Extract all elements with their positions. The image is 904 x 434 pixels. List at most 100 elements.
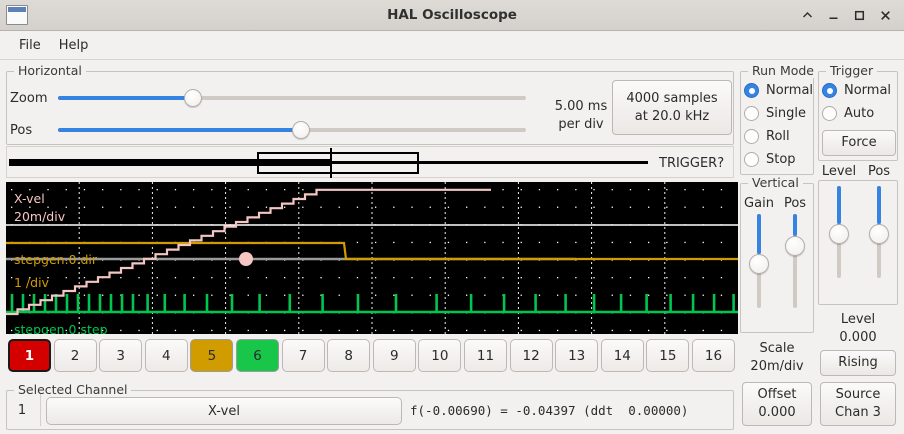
trigger-slider-area — [818, 180, 898, 305]
channel-button-label: 6 — [253, 347, 262, 364]
trigger-level-caption: Level — [840, 312, 876, 327]
run-mode-stop-label: Stop — [766, 152, 796, 167]
sample-rate-button[interactable]: 4000 samples at 20.0 kHz — [612, 80, 732, 135]
vertical-gain-slider[interactable] — [749, 214, 769, 308]
channel-button-3[interactable]: 3 — [99, 339, 143, 372]
zoom-slider[interactable] — [58, 89, 526, 107]
channel-button-label: 12 — [522, 347, 540, 364]
trigger-option-normal[interactable]: Normal — [822, 83, 891, 98]
vertical-group-title: Vertical — [748, 175, 803, 190]
channel-button-11[interactable]: 11 — [464, 339, 507, 372]
radio-stop-icon — [744, 152, 759, 167]
horizontal-group-title: Horizontal — [14, 63, 86, 78]
channel-button-label: 4 — [162, 347, 171, 364]
close-button[interactable] — [879, 9, 892, 22]
run-mode-normal-label: Normal — [766, 83, 814, 98]
radio-roll-icon — [744, 129, 759, 144]
channel-button-1[interactable]: 1 — [8, 339, 51, 372]
maximize-button[interactable] — [853, 9, 866, 22]
menu-item-file[interactable]: File — [19, 37, 41, 53]
trigger-auto-label: Auto — [844, 106, 875, 121]
run-mode-option-single[interactable]: Single — [744, 106, 806, 121]
channel-button-12[interactable]: 12 — [509, 339, 553, 372]
trigger-normal-label: Normal — [844, 83, 892, 98]
horizontal-position-strip[interactable]: TRIGGER? — [6, 146, 734, 178]
trigger-edge-button[interactable]: Rising — [820, 350, 896, 376]
channel-button-label: 16 — [704, 347, 723, 364]
trigger-level-slider-label: Level — [821, 164, 857, 179]
position-strip-window[interactable] — [257, 152, 419, 174]
vertical-gain-label: Gain — [744, 196, 774, 211]
channel-button-label: 13 — [568, 347, 586, 364]
zoom-slider-row: Zoom — [10, 89, 530, 107]
channel-button-label: 7 — [298, 347, 308, 364]
vertical-scale-readout: Scale 20m/div — [742, 340, 812, 375]
channel-button-label: 1 — [24, 347, 35, 364]
title-bar: HAL Oscilloscope — [0, 0, 904, 31]
channel-button-8[interactable]: 8 — [327, 339, 371, 372]
channel-button-13[interactable]: 13 — [555, 339, 599, 372]
radio-normal-icon — [744, 83, 759, 98]
channel-button-10[interactable]: 10 — [418, 339, 462, 372]
channel-button-4[interactable]: 4 — [144, 339, 188, 372]
position-strip-cursor[interactable] — [330, 148, 332, 178]
trigger-option-auto[interactable]: Auto — [822, 106, 874, 121]
trigger-point-marker — [239, 252, 253, 266]
channel-button-6[interactable]: 6 — [236, 339, 279, 372]
run-mode-roll-label: Roll — [766, 129, 790, 144]
pos-slider-handle[interactable] — [292, 121, 310, 139]
timebase-unit: per div — [558, 116, 604, 132]
scope-label-channel1-scale: 20m/div — [14, 209, 66, 224]
trigger-pos-handle[interactable] — [869, 224, 889, 244]
minimize-button[interactable] — [827, 9, 840, 22]
vertical-pos-groove — [793, 214, 797, 308]
vertical-pos-handle[interactable] — [785, 236, 805, 256]
trigger-source-button[interactable]: Source Chan 3 — [820, 382, 896, 426]
window-menu-icon[interactable] — [6, 5, 28, 25]
zoom-slider-handle[interactable] — [184, 89, 202, 107]
channel-button-16[interactable]: 16 — [692, 339, 735, 372]
shade-button[interactable] — [801, 9, 814, 22]
vertical-gain-handle[interactable] — [749, 254, 769, 274]
channel-button-9[interactable]: 9 — [372, 339, 416, 372]
channel-button-label: 10 — [431, 347, 449, 364]
vertical-offset-value: 0.000 — [758, 405, 796, 420]
menu-item-help[interactable]: Help — [58, 37, 89, 53]
trigger-force-button[interactable]: Force — [822, 130, 896, 156]
run-mode-option-normal[interactable]: Normal — [744, 83, 813, 98]
scope-display[interactable]: X-vel 20m/div stepgen.0.dir 1 /div stepg… — [6, 182, 738, 334]
trigger-pos-slider-label: Pos — [867, 164, 891, 179]
horizontal-pos-slider[interactable] — [58, 121, 526, 139]
selected-channel-readout: f(-0.00690) = -0.04397 (ddt 0.00000) — [410, 403, 689, 418]
selected-channel-group-title: Selected Channel — [14, 382, 132, 397]
run-mode-option-stop[interactable]: Stop — [744, 152, 796, 167]
selected-channel-divider — [40, 394, 41, 426]
channel-button-2[interactable]: 2 — [53, 339, 97, 372]
run-mode-option-roll[interactable]: Roll — [744, 129, 790, 144]
zoom-label: Zoom — [10, 90, 48, 106]
zoom-slider-groove — [58, 96, 526, 100]
channel-button-14[interactable]: 14 — [600, 339, 644, 372]
trigger-level-value: 0.000 — [839, 329, 877, 345]
selected-channel-signal-button[interactable]: X-vel — [46, 397, 402, 425]
vertical-group: Vertical — [740, 175, 814, 333]
trigger-level-slider[interactable] — [829, 186, 849, 278]
scope-label-channel6-name: stepgen.0.step — [14, 322, 108, 334]
channel-button-15[interactable]: 15 — [646, 339, 690, 372]
vertical-pos-fill — [793, 214, 797, 236]
window-title: HAL Oscilloscope — [387, 7, 517, 23]
channel-button-7[interactable]: 7 — [281, 339, 325, 372]
vertical-offset-caption: Offset — [757, 387, 797, 403]
channel-button-5[interactable]: 5 — [190, 339, 234, 372]
trigger-edge-label: Rising — [838, 355, 878, 371]
vertical-offset-button[interactable]: Offset 0.000 — [742, 382, 812, 426]
menu-bar: File Help — [0, 31, 904, 60]
run-mode-group: Run Mode — [740, 63, 818, 175]
trigger-level-readout: Level 0.000 — [820, 311, 896, 346]
vertical-pos-slider[interactable] — [785, 214, 805, 308]
vertical-gain-fill — [757, 214, 761, 254]
trigger-level-handle[interactable] — [829, 224, 849, 244]
radio-trigger-normal-icon — [822, 83, 837, 98]
trigger-pos-slider[interactable] — [869, 186, 889, 278]
